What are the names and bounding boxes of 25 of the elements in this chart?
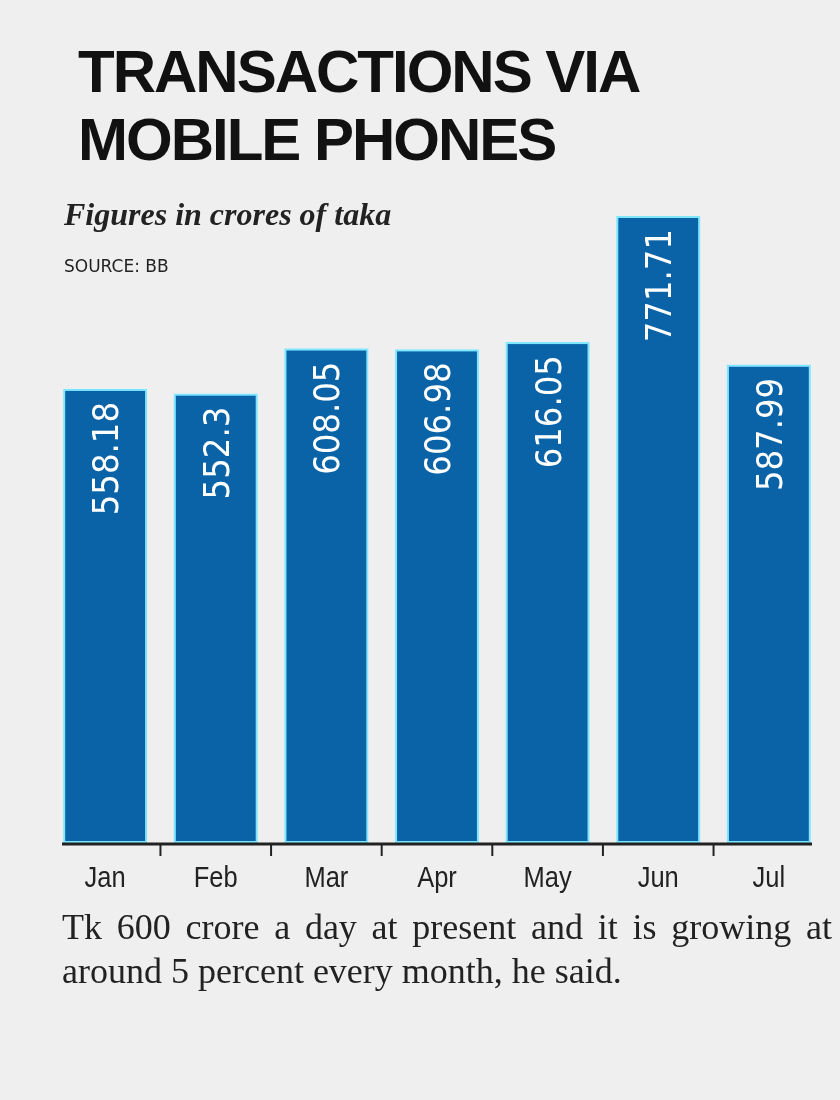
chart-title: TRANSACTIONS VIA MOBILE PHONES bbox=[78, 38, 641, 173]
x-tick-label: Jul bbox=[752, 860, 786, 894]
bar bbox=[505, 342, 590, 843]
x-tick-label: Feb bbox=[193, 860, 238, 894]
bar bbox=[395, 349, 479, 843]
bar bbox=[284, 348, 369, 843]
data-label: 606.98 bbox=[417, 362, 458, 476]
data-label: 771.71 bbox=[638, 229, 680, 343]
data-label: 552.3 bbox=[195, 406, 237, 500]
data-label: 616.05 bbox=[527, 355, 569, 469]
bar bbox=[616, 216, 701, 843]
bar bbox=[173, 393, 258, 843]
x-tick-label: Apr bbox=[417, 860, 457, 894]
chart-subtitle: Figures in crores of taka bbox=[63, 196, 392, 232]
x-tick-label: May bbox=[523, 860, 572, 894]
text: Tk 600 crore a day at present and it is growing at around 5 percent every month, he said. bbox=[62, 906, 832, 993]
bar bbox=[726, 364, 811, 843]
x-tick-label: Jun bbox=[637, 860, 679, 894]
data-label: 608.05 bbox=[306, 361, 348, 475]
annotation: SOURCE: BB bbox=[64, 256, 169, 276]
x-tick-label: Jan bbox=[84, 860, 126, 894]
data-label: 587.99 bbox=[748, 377, 790, 492]
bar bbox=[63, 388, 148, 843]
data-label: 558.18 bbox=[85, 401, 127, 516]
x-tick-label: Mar bbox=[304, 860, 349, 894]
